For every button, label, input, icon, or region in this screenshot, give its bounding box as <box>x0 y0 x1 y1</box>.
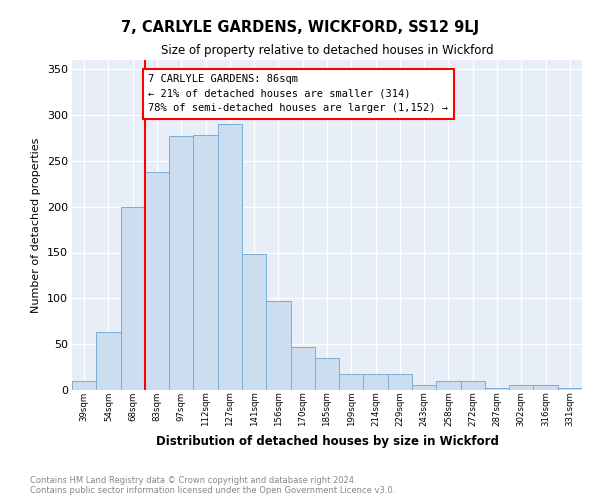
Bar <box>509 386 533 390</box>
Bar <box>461 381 485 390</box>
Bar <box>242 254 266 390</box>
Bar <box>533 386 558 390</box>
Bar <box>315 358 339 390</box>
Bar <box>72 381 96 390</box>
Bar <box>96 332 121 390</box>
Bar <box>218 124 242 390</box>
Bar <box>364 374 388 390</box>
Text: Contains HM Land Registry data © Crown copyright and database right 2024.
Contai: Contains HM Land Registry data © Crown c… <box>30 476 395 495</box>
Bar <box>339 374 364 390</box>
X-axis label: Distribution of detached houses by size in Wickford: Distribution of detached houses by size … <box>155 434 499 448</box>
Bar <box>412 386 436 390</box>
Bar <box>290 347 315 390</box>
Bar <box>558 388 582 390</box>
Text: 7 CARLYLE GARDENS: 86sqm
← 21% of detached houses are smaller (314)
78% of semi-: 7 CARLYLE GARDENS: 86sqm ← 21% of detach… <box>149 74 449 114</box>
Y-axis label: Number of detached properties: Number of detached properties <box>31 138 41 312</box>
Bar <box>193 135 218 390</box>
Bar <box>266 301 290 390</box>
Bar <box>121 206 145 390</box>
Text: 7, CARLYLE GARDENS, WICKFORD, SS12 9LJ: 7, CARLYLE GARDENS, WICKFORD, SS12 9LJ <box>121 20 479 35</box>
Bar <box>145 172 169 390</box>
Bar <box>169 136 193 390</box>
Bar <box>485 388 509 390</box>
Bar <box>388 374 412 390</box>
Title: Size of property relative to detached houses in Wickford: Size of property relative to detached ho… <box>161 44 493 58</box>
Bar <box>436 381 461 390</box>
